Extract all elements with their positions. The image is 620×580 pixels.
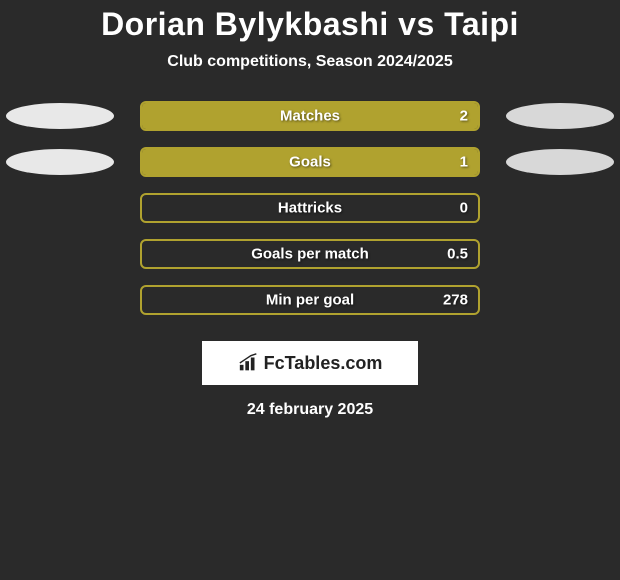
stat-row: Min per goal 278 — [0, 283, 620, 329]
stat-row: Goals per match 0.5 — [0, 237, 620, 283]
logo-box: FcTables.com — [202, 341, 418, 385]
left-ellipse — [6, 103, 114, 129]
subtitle: Club competitions, Season 2024/2025 — [0, 53, 620, 71]
stat-bar: Hattricks 0 — [140, 193, 480, 223]
stat-value: 2 — [460, 108, 468, 125]
page-title: Dorian Bylykbashi vs Taipi — [0, 6, 620, 43]
bar-chart-icon — [238, 353, 260, 373]
right-ellipse — [506, 149, 614, 175]
stat-bar: Goals per match 0.5 — [140, 239, 480, 269]
stat-value: 278 — [443, 292, 468, 309]
stat-label: Goals per match — [251, 246, 369, 263]
date-text: 24 february 2025 — [0, 401, 620, 419]
logo-text: FcTables.com — [264, 353, 383, 374]
left-ellipse — [6, 149, 114, 175]
stat-row: Hattricks 0 — [0, 191, 620, 237]
stat-label: Min per goal — [266, 292, 354, 309]
stat-label: Matches — [280, 108, 340, 125]
right-ellipse — [506, 103, 614, 129]
stat-value: 0 — [460, 200, 468, 217]
stat-row: Goals 1 — [0, 145, 620, 191]
stat-bar: Goals 1 — [140, 147, 480, 177]
stat-bar: Min per goal 278 — [140, 285, 480, 315]
stat-rows: Matches 2 Goals 1 Hattricks 0 Goals per match 0… — [0, 99, 620, 329]
logo: FcTables.com — [238, 353, 383, 374]
comparison-infographic: Dorian Bylykbashi vs Taipi Club competit… — [0, 0, 620, 419]
stat-label: Goals — [289, 154, 331, 171]
stat-value: 1 — [460, 154, 468, 171]
stat-row: Matches 2 — [0, 99, 620, 145]
stat-bar: Matches 2 — [140, 101, 480, 131]
stat-value: 0.5 — [447, 246, 468, 263]
stat-label: Hattricks — [278, 200, 342, 217]
